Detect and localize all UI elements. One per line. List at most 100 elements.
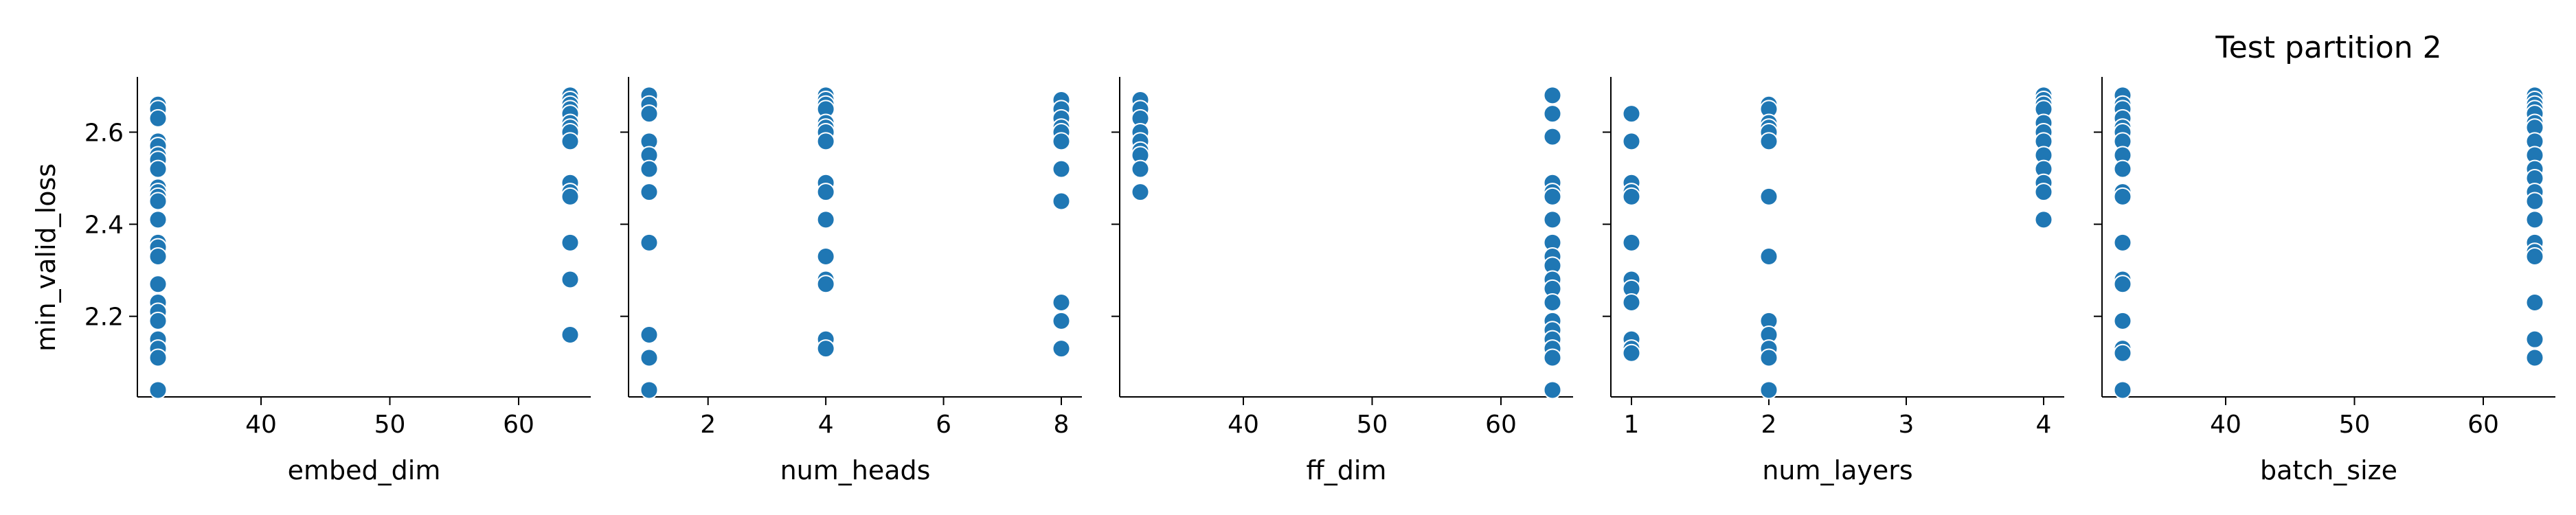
x-axis-label: num_layers xyxy=(1762,455,1912,485)
scatter-point xyxy=(2113,159,2132,179)
scatter-point xyxy=(1622,343,1641,363)
scatter-point xyxy=(816,183,835,202)
scatter-point xyxy=(1543,187,1562,206)
scatter-point xyxy=(148,159,168,179)
scatter-point xyxy=(1052,192,1071,211)
scatter-point xyxy=(148,247,168,266)
scatter-point xyxy=(1543,127,1562,146)
x-tick-label: 6 xyxy=(936,411,951,439)
scatter-point xyxy=(2113,187,2132,206)
scatter-point xyxy=(2113,311,2132,330)
panels-group: 2.2 2.4 2.6 40 50 60 embed_dim 2 4 6 8 num_heads 40 5… xyxy=(84,77,2555,485)
scatter-point xyxy=(2113,275,2132,294)
x-tick-label: 3 xyxy=(1899,411,1914,439)
x-tick-label: 2 xyxy=(700,411,716,439)
scatter-point xyxy=(2525,210,2544,229)
panel-batch_size: 40 50 60 batch_size xyxy=(2094,77,2555,485)
scatter-point xyxy=(2113,380,2132,400)
scatter-point xyxy=(2034,210,2053,229)
scatter-point xyxy=(148,210,168,229)
scatter-point xyxy=(640,380,659,400)
scatter-point xyxy=(2525,348,2544,367)
scatter-point xyxy=(2525,192,2544,211)
x-axis-label: batch_size xyxy=(2260,455,2397,485)
scatter-point xyxy=(816,132,835,151)
scatter-point xyxy=(148,380,168,400)
scatter-point xyxy=(1543,380,1562,400)
panel-num_heads: 2 4 6 8 num_heads xyxy=(620,77,1082,485)
scatter-point xyxy=(640,159,659,179)
scatter-point xyxy=(148,108,168,128)
scatter-point xyxy=(2113,343,2132,363)
panel-ff_dim: 40 50 60 ff_dim xyxy=(1111,77,1573,485)
scatter-point xyxy=(640,104,659,124)
scatter-point xyxy=(2525,330,2544,349)
scatter-point xyxy=(1543,210,1562,229)
scatter-point xyxy=(1759,132,1778,151)
x-tick-label: 2 xyxy=(1761,411,1777,439)
x-tick-label: 1 xyxy=(1624,411,1640,439)
scatter-point xyxy=(1052,293,1071,312)
scatter-point xyxy=(1543,293,1562,312)
scatter-point xyxy=(148,275,168,294)
scatter-point xyxy=(148,348,168,367)
scatter-point xyxy=(148,192,168,211)
x-tick-label: 40 xyxy=(245,411,277,439)
scatter-point xyxy=(1543,348,1562,367)
y-tick-label: 2.6 xyxy=(84,119,124,147)
scatter-point xyxy=(640,183,659,202)
x-axis-label: embed_dim xyxy=(288,455,441,485)
x-tick-label: 50 xyxy=(2339,411,2371,439)
x-tick-label: 40 xyxy=(1228,411,1259,439)
scatter-point xyxy=(1759,348,1778,367)
scatter-point xyxy=(1622,293,1641,312)
scatter-point xyxy=(2525,247,2544,266)
scatter-point xyxy=(640,233,659,252)
scatter-point xyxy=(1622,233,1641,252)
scatter-point xyxy=(816,275,835,294)
scatter-point xyxy=(1131,159,1150,179)
scatter-point xyxy=(2113,233,2132,252)
y-axis-label: min_valid_loss xyxy=(31,163,61,352)
x-tick-label: 8 xyxy=(1054,411,1070,439)
x-tick-label: 40 xyxy=(2210,411,2241,439)
scatter-point xyxy=(2525,293,2544,312)
scatter-point xyxy=(561,233,580,252)
scatter-point xyxy=(1543,86,1562,105)
scatter-point xyxy=(640,348,659,367)
scatter-point xyxy=(1759,380,1778,400)
scatter-point xyxy=(1131,183,1150,202)
scatter-point xyxy=(1052,339,1071,358)
panel-embed_dim: 2.2 2.4 2.6 40 50 60 embed_dim xyxy=(84,77,591,485)
scatter-point xyxy=(2034,183,2053,202)
scatter-point xyxy=(1052,311,1071,330)
scatter-point xyxy=(1543,104,1562,124)
y-tick-label: 2.4 xyxy=(84,211,124,240)
scatter-point xyxy=(1622,132,1641,151)
x-tick-label: 4 xyxy=(818,411,834,439)
scatter-point xyxy=(816,210,835,229)
scatter-point xyxy=(1759,187,1778,206)
x-axis-label: ff_dim xyxy=(1307,455,1387,485)
scatter-point xyxy=(561,187,580,206)
scatter-point xyxy=(148,311,168,330)
scatter-point xyxy=(561,270,580,289)
panel-num_layers: 1 2 3 4 num_layers xyxy=(1603,77,2064,485)
scatter-point xyxy=(1622,187,1641,206)
x-tick-label: 60 xyxy=(1485,411,1517,439)
x-tick-label: 60 xyxy=(2467,411,2499,439)
scatter-point xyxy=(1052,159,1071,179)
scatter-point xyxy=(816,247,835,266)
x-tick-label: 50 xyxy=(1357,411,1388,439)
chart-title: Test partition 2 xyxy=(2215,30,2441,65)
scatter-point xyxy=(1052,132,1071,151)
scatter-point xyxy=(816,339,835,358)
scatter-point xyxy=(561,325,580,344)
y-tick-label: 2.2 xyxy=(84,304,124,332)
scatter-point xyxy=(640,325,659,344)
x-tick-label: 4 xyxy=(2036,411,2052,439)
x-axis-label: num_heads xyxy=(780,455,931,485)
scatter-point xyxy=(1622,104,1641,124)
scatter-point xyxy=(1759,247,1778,266)
